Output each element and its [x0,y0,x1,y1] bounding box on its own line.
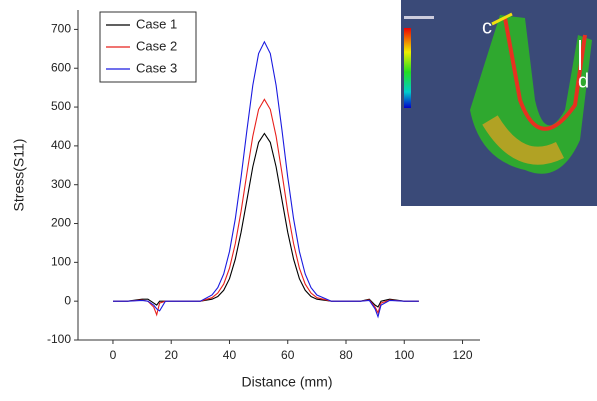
legend-label: Case 1 [136,16,177,31]
y-tick-label: -100 [47,332,71,346]
inset-colorbar [404,28,411,108]
legend-label: Case 3 [136,60,177,75]
y-tick-label: 500 [51,99,71,113]
y-tick-label: 300 [51,177,71,191]
y-tick-label: 200 [51,216,71,230]
x-tick-label: 80 [339,348,353,362]
y-tick-label: 400 [51,138,71,152]
annotation: d [578,70,589,92]
y-tick-label: 600 [51,60,71,74]
y-tick-label: 700 [51,22,71,36]
x-axis-label: Distance (mm) [241,374,332,390]
inset-image: c d [401,0,597,206]
line [113,42,419,317]
chart: Stress(S11) Distance (mm) c d -100 0 100 20… [0,0,597,396]
y-tick-label: 0 [64,293,71,307]
line [113,99,419,314]
x-tick-label: 60 [281,348,295,362]
x-tick-label: 120 [453,348,473,362]
x-tick-label: 20 [165,348,179,362]
y-axis-label: Stress(S11) [11,139,27,212]
inset-legend [404,16,434,19]
y-tick-label: 100 [51,255,71,269]
x-tick-label: 100 [394,348,414,362]
legend-label: Case 2 [136,38,177,53]
line [113,134,419,308]
x-tick-label: 40 [223,348,237,362]
x-tick-label: 0 [110,348,117,362]
annotation: c [482,16,492,38]
